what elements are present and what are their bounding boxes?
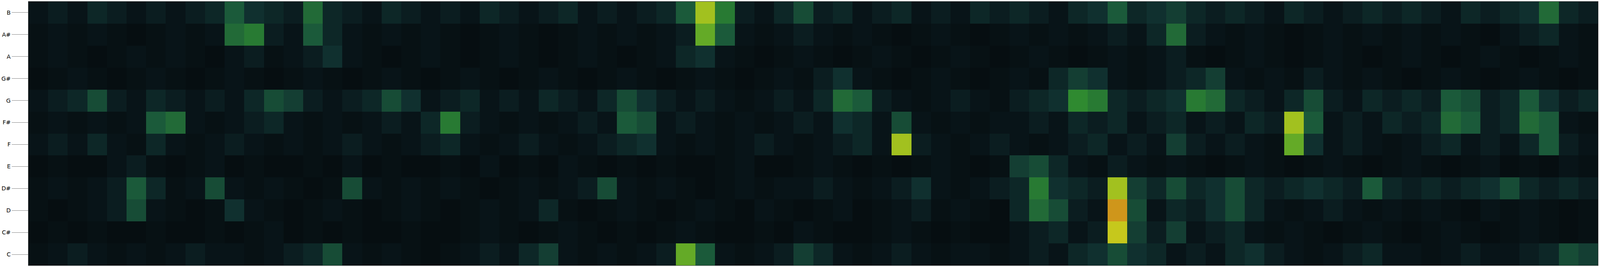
svg-text:D: D [6,206,11,214]
svg-text:C: C [6,250,11,258]
svg-text:F#: F# [2,118,11,126]
svg-text:C#: C# [2,228,11,236]
svg-text:F: F [7,140,11,148]
svg-text:G#: G# [1,75,11,82]
svg-text:D#: D# [1,184,11,192]
svg-text:A: A [6,53,11,60]
svg-text:A#: A# [2,31,11,38]
svg-text:B: B [6,9,11,16]
svg-text:E: E [6,162,11,170]
svg-text:G: G [6,97,11,104]
